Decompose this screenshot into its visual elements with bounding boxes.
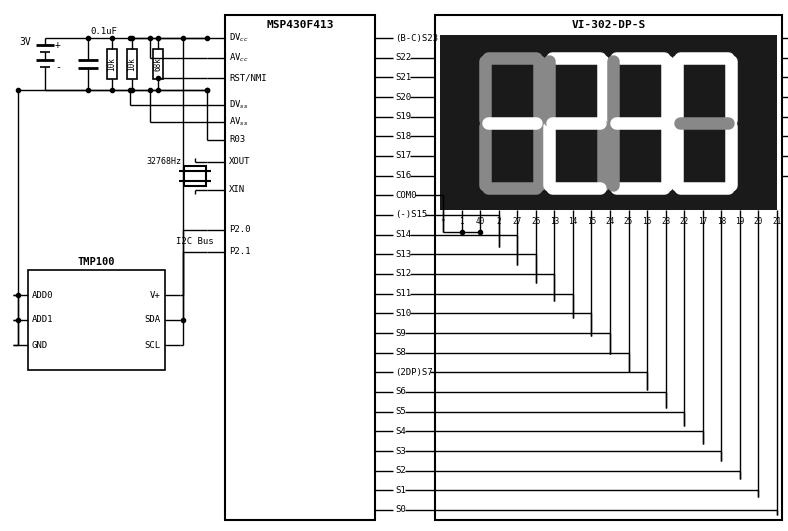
Text: S12: S12 [395,270,411,278]
Text: 13: 13 [550,218,559,227]
Text: AV$_{ss}$: AV$_{ss}$ [229,116,248,129]
Text: S5: S5 [395,407,406,416]
Text: 16: 16 [642,218,652,227]
Text: 15: 15 [587,218,596,227]
Bar [127,49,137,79]
Text: 0.1uF: 0.1uF [90,28,117,37]
Text: S16: S16 [395,171,411,180]
Text: 1: 1 [459,218,464,227]
Text: ADD1: ADD1 [32,315,54,324]
Bar [440,35,777,210]
Text: 2: 2 [496,218,501,227]
Text: XOUT: XOUT [229,158,251,167]
Text: TMP100: TMP100 [78,257,115,267]
Text: 22: 22 [679,218,689,227]
Text: S4: S4 [395,427,406,436]
Text: 25: 25 [624,218,634,227]
Text: (2DP)S7: (2DP)S7 [395,368,433,377]
Text: MSP430F413: MSP430F413 [266,20,334,30]
Text: R03: R03 [229,135,245,144]
Text: SDA: SDA [145,315,161,324]
Text: VI-302-DP-S: VI-302-DP-S [571,20,645,30]
Text: -: - [55,62,61,72]
Text: 68k: 68k [154,57,162,71]
Text: S10: S10 [395,309,411,318]
Text: 21: 21 [772,218,782,227]
Text: S6: S6 [395,388,406,397]
Text: S1: S1 [395,486,406,495]
Text: S2: S2 [395,466,406,475]
Text: S20: S20 [395,92,411,101]
Text: DV$_{ss}$: DV$_{ss}$ [229,99,248,112]
Text: GND: GND [32,340,48,349]
Text: 24: 24 [605,218,615,227]
Text: V+: V+ [151,290,161,299]
Text: 27: 27 [513,218,522,227]
Text: ADD0: ADD0 [32,290,54,299]
Text: 32768Hz: 32768Hz [146,158,181,167]
Bar [153,49,163,79]
Text: 3V: 3V [19,37,31,47]
Text: SCL: SCL [145,340,161,349]
Text: (-)S15: (-)S15 [395,210,427,219]
Text: 14: 14 [568,218,578,227]
Text: DV$_{cc}$: DV$_{cc}$ [229,32,249,44]
Text: 17: 17 [698,218,708,227]
Text: AV$_{cc}$: AV$_{cc}$ [229,52,249,64]
Text: S9: S9 [395,329,406,338]
Text: S22: S22 [395,53,411,62]
Bar [225,15,375,520]
Text: S21: S21 [395,73,411,82]
Bar [435,15,782,520]
Text: 20: 20 [754,218,763,227]
Text: 26: 26 [531,218,541,227]
Bar [107,49,117,79]
Text: 10k: 10k [128,57,136,71]
Text: *: * [440,218,445,227]
Text: 19: 19 [735,218,745,227]
Text: S0: S0 [395,506,406,515]
Text: S14: S14 [395,230,411,239]
Text: P2.1: P2.1 [229,247,251,256]
Text: P2.0: P2.0 [229,226,251,235]
Bar [28,270,165,370]
Text: RST/NMI: RST/NMI [229,73,266,82]
Text: S13: S13 [395,250,411,259]
Text: S17: S17 [395,151,411,160]
Text: S18: S18 [395,132,411,141]
Text: COM0: COM0 [395,191,417,200]
Bar [184,166,206,186]
Text: +: + [55,40,61,50]
Text: 23: 23 [661,218,671,227]
Text: S11: S11 [395,289,411,298]
Text: S19: S19 [395,112,411,121]
Text: 10k: 10k [107,57,117,71]
Text: I2C Bus: I2C Bus [177,236,214,245]
Text: S8: S8 [395,348,406,357]
Text: (B-C)S23: (B-C)S23 [395,33,438,42]
Text: 40: 40 [475,218,485,227]
Text: XIN: XIN [229,185,245,194]
Text: S3: S3 [395,447,406,456]
Text: 18: 18 [717,218,726,227]
